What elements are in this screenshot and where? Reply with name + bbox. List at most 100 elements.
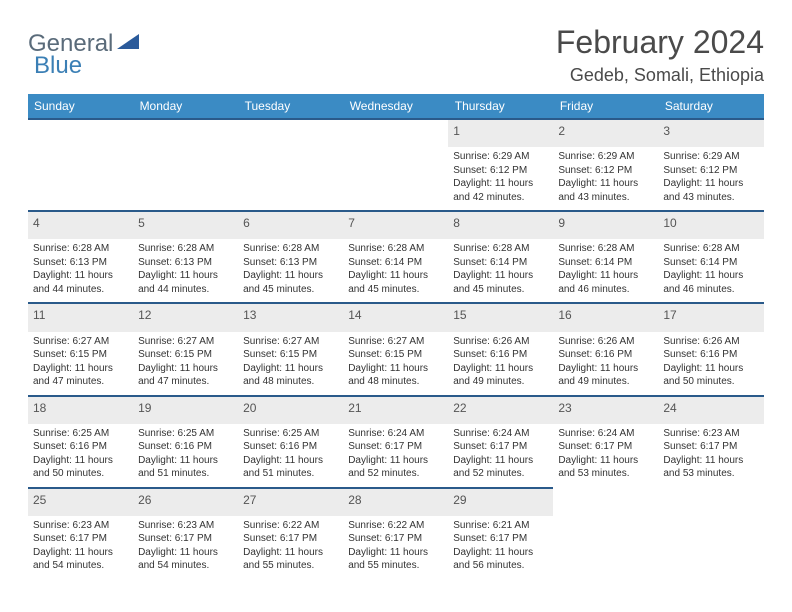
sunrise-text: Sunrise: 6:29 AM [558,151,634,162]
day-number-cell [553,488,658,516]
day-number: 12 [138,307,233,323]
sunset-text: Sunset: 6:17 PM [453,533,527,544]
weekday-header: Monday [133,94,238,119]
sunrise-text: Sunrise: 6:29 AM [663,151,739,162]
day-number: 1 [453,123,548,139]
day-detail-cell: Sunrise: 6:24 AMSunset: 6:17 PMDaylight:… [553,424,658,488]
weekday-header: Friday [553,94,658,119]
sunset-text: Sunset: 6:13 PM [138,257,212,268]
sunset-text: Sunset: 6:17 PM [33,533,107,544]
day-number-cell: 7 [343,211,448,239]
sunset-text: Sunset: 6:16 PM [663,349,737,360]
sunset-text: Sunset: 6:12 PM [663,165,737,176]
day-number: 7 [348,215,443,231]
sunrise-text: Sunrise: 6:24 AM [348,428,424,439]
sunrise-text: Sunrise: 6:23 AM [138,520,214,531]
day-number-cell: 27 [238,488,343,516]
day-number-cell: 25 [28,488,133,516]
day-number: 16 [558,307,653,323]
day-number-cell: 17 [658,303,763,331]
daylight-text: Daylight: 11 hours and 46 minutes. [663,270,743,295]
daylight-text: Daylight: 11 hours and 45 minutes. [243,270,323,295]
daylight-text: Daylight: 11 hours and 42 minutes. [453,178,533,203]
daylight-text: Daylight: 11 hours and 44 minutes. [138,270,218,295]
sunrise-text: Sunrise: 6:23 AM [663,428,739,439]
day-number-cell: 21 [343,396,448,424]
day-number: 3 [663,123,758,139]
sunset-text: Sunset: 6:13 PM [243,257,317,268]
month-title: February 2024 [556,24,764,61]
day-detail-cell: Sunrise: 6:28 AMSunset: 6:14 PMDaylight:… [448,239,553,303]
day-number: 6 [243,215,338,231]
day-number: 28 [348,492,443,508]
day-detail-cell: Sunrise: 6:25 AM Sunset: 6:16 PM Daylight:… [133,424,238,488]
sunrise-text: Sunrise: 6:27 AM [348,336,424,347]
daylight-text: Daylight: 11 hours and 52 minutes. [348,455,428,480]
daylight-text: Daylight: 11 hours and 49 minutes. [453,363,533,388]
day-detail-cell: Sunrise: 6:28 AMSunset: 6:14 PMDaylight:… [553,239,658,303]
day-number-cell: 22 [448,396,553,424]
daylight-text: Daylight: 11 hours and 46 minutes. [558,270,638,295]
daylight-text: Daylight: 11 hours and 47 minutes. [138,363,218,388]
sunset-text: Sunset: 6:16 PM [33,441,107,452]
day-detail-cell: Sunrise: 6:23 AM Sunset: 6:17 PM Daylight:… [658,424,763,488]
sunrise-text: Sunrise: 6:21 AM [453,520,529,531]
weekday-header: Thursday [448,94,553,119]
day-number-cell: 3 [658,119,763,147]
day-detail-cell: Sunrise: 6:28 AM Sunset: 6:13 PM Daylight:… [238,239,343,303]
daylight-text: Daylight: 11 hours and 53 minutes. [663,455,743,480]
daylight-text: Daylight: 11 hours and 45 minutes. [348,270,428,295]
day-number: 11 [33,307,128,323]
weekday-header: Sunday [28,94,133,119]
day-number-cell: 11 [28,303,133,331]
day-number: 2 [558,123,653,139]
sunset-text: Sunset: 6:17 PM [663,441,737,452]
daylight-text: Daylight: 11 hours and 51 minutes. [243,455,323,480]
day-number-cell: 8 [448,211,553,239]
day-detail-cell: Sunrise: 6:22 AMSunset: 6:17 PMDaylight:… [238,516,343,579]
day-detail-cell [658,516,763,579]
day-number-cell: 28 [343,488,448,516]
calendar-table: SundayMondayTuesdayWednesdayThursdayFrid… [28,94,764,579]
sunset-text: Sunset: 6:12 PM [453,165,527,176]
day-detail-cell: Sunrise: 6:25 AMSunset: 6:16 PMDaylight:… [238,424,343,488]
sunset-text: Sunset: 6:17 PM [348,533,422,544]
day-number: 22 [453,400,548,416]
sunrise-text: Sunrise: 6:26 AM [558,336,634,347]
day-number: 21 [348,400,443,416]
day-number: 4 [33,215,128,231]
daylight-text: Daylight: 11 hours and 44 minutes. [33,270,113,295]
day-number-cell: 2 [553,119,658,147]
day-number: 14 [348,307,443,323]
day-number-cell: 13 [238,303,343,331]
day-detail-cell: Sunrise: 6:28 AMSunset: 6:13 PMDaylight:… [133,239,238,303]
sunrise-text: Sunrise: 6:25 AM [138,428,214,439]
day-detail-cell: Sunrise: 6:28 AMSunset: 6:13 PMDaylight:… [28,239,133,303]
day-number-cell: 20 [238,396,343,424]
day-number-cell: 5 [133,211,238,239]
day-number-cell: 15 [448,303,553,331]
day-detail-cell: Sunrise: 6:27 AMSunset: 6:15 PMDaylight:… [28,332,133,396]
sunrise-text: Sunrise: 6:27 AM [138,336,214,347]
weekday-header: Wednesday [343,94,448,119]
day-detail-cell [133,147,238,211]
day-number: 13 [243,307,338,323]
sunset-text: Sunset: 6:16 PM [138,441,212,452]
sunrise-text: Sunrise: 6:25 AM [33,428,109,439]
day-detail-cell: Sunrise: 6:29 AM Sunset: 6:12 PM Daylight:… [658,147,763,211]
day-number-cell [238,119,343,147]
daylight-text: Daylight: 11 hours and 48 minutes. [348,363,428,388]
day-number: 20 [243,400,338,416]
sunrise-text: Sunrise: 6:22 AM [348,520,424,531]
sunset-text: Sunset: 6:17 PM [558,441,632,452]
sunrise-text: Sunrise: 6:29 AM [453,151,529,162]
sunrise-text: Sunrise: 6:28 AM [243,243,319,254]
daylight-text: Daylight: 11 hours and 43 minutes. [663,178,743,203]
sunset-text: Sunset: 6:17 PM [453,441,527,452]
day-detail-cell: Sunrise: 6:25 AMSunset: 6:16 PMDaylight:… [28,424,133,488]
daylight-text: Daylight: 11 hours and 51 minutes. [138,455,218,480]
sunrise-text: Sunrise: 6:25 AM [243,428,319,439]
day-number-cell [658,488,763,516]
daylight-text: Daylight: 11 hours and 43 minutes. [558,178,638,203]
day-detail-cell: Sunrise: 6:26 AMSunset: 6:16 PMDaylight:… [658,332,763,396]
